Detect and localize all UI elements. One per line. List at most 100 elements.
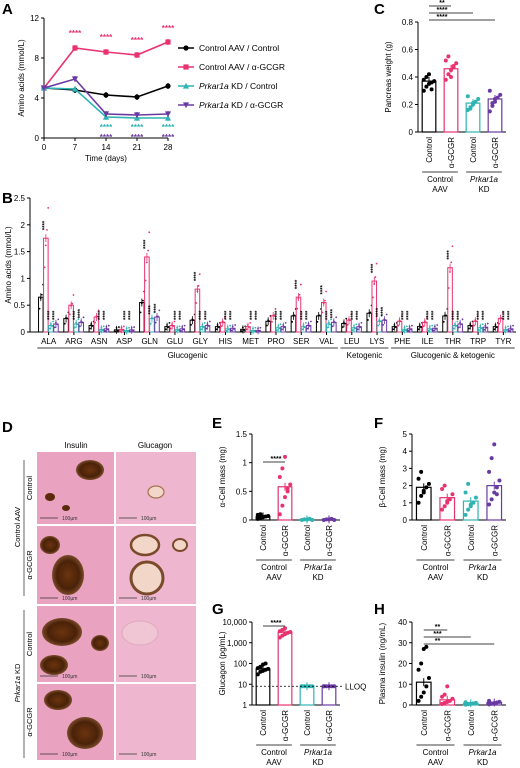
- significance-label: ****: [482, 310, 488, 320]
- data-point: [380, 315, 383, 317]
- group-label: KD: [477, 573, 488, 582]
- y-tick-label: 0.8: [402, 18, 414, 27]
- data-point: [454, 323, 456, 325]
- data-point: [494, 492, 499, 497]
- row-label-control-2: Control: [25, 632, 34, 657]
- y-tick-label: 40: [398, 618, 407, 627]
- data-point: [102, 111, 110, 118]
- y-tick-label: 2: [21, 221, 26, 230]
- data-point: [71, 85, 79, 92]
- data-point: [276, 329, 278, 331]
- data-point: [145, 261, 148, 264]
- data-point: [130, 327, 133, 329]
- data-point: [473, 700, 478, 705]
- data-point: [512, 324, 514, 327]
- data-point: [346, 323, 349, 326]
- data-point: [288, 482, 293, 487]
- panel-f-bar-chart: 0 1 2 3 4 5 β-Cell mass (mg) Control α-GCGR Contr…: [378, 430, 506, 582]
- data-point: [489, 497, 494, 502]
- legend-label-italic: Prkar1a: [199, 100, 229, 110]
- data-point: [454, 61, 459, 66]
- group-label: Control: [423, 563, 449, 572]
- data-point: [500, 317, 503, 320]
- x-tick-label: α-GCGR: [491, 137, 500, 169]
- data-point: [39, 297, 42, 300]
- data-point: [192, 319, 195, 322]
- significance-label: ****: [53, 310, 59, 320]
- insulin-islet: [40, 655, 68, 675]
- data-point: [107, 324, 110, 327]
- x-tick-label: GLY: [192, 337, 208, 346]
- data-point: [298, 293, 301, 296]
- data-point: [416, 698, 421, 703]
- group-label: Prkar1a: [304, 563, 333, 572]
- panel-label-h: H: [374, 601, 385, 618]
- scale-label: 100µm: [62, 752, 77, 758]
- data-point: [266, 666, 271, 671]
- data-point: [424, 684, 429, 689]
- group-label: Prkar1a: [468, 563, 497, 572]
- x-tick-label: LYS: [370, 337, 385, 346]
- data-point: [418, 324, 421, 326]
- data-point: [476, 315, 479, 317]
- data-point: [341, 326, 344, 328]
- data-point: [416, 500, 421, 505]
- data-point: [473, 324, 475, 327]
- data-point: [489, 456, 494, 461]
- data-point: [97, 309, 100, 312]
- data-point: [241, 326, 244, 329]
- data-point: [451, 245, 454, 248]
- data-point: [502, 311, 504, 314]
- glucagon-islet: [129, 560, 165, 596]
- bar: [371, 280, 378, 333]
- data-point: [342, 321, 345, 324]
- data-point: [71, 76, 79, 83]
- data-point: [329, 323, 331, 326]
- data-point: [205, 327, 208, 330]
- data-point: [321, 311, 324, 314]
- data-point: [49, 323, 52, 325]
- data-point: [424, 644, 429, 649]
- data-point: [403, 326, 406, 329]
- significance-label: ****: [43, 220, 49, 230]
- y-axis-label: β-Cell mass (mg): [378, 446, 387, 507]
- row-label-agcgr-2: α-GCGR: [25, 707, 34, 737]
- y-tick-label: 1.5: [14, 248, 26, 257]
- y-tick-label: 12: [30, 14, 39, 23]
- data-point: [116, 329, 119, 332]
- legend-marker: [182, 82, 190, 89]
- data-point: [450, 492, 455, 497]
- data-point: [278, 327, 281, 330]
- histology-image-glucagon-kd-control: [116, 606, 196, 682]
- x-tick-label: Control: [467, 710, 476, 736]
- data-point: [332, 684, 337, 689]
- panel-label-c: C: [374, 1, 385, 18]
- data-point: [416, 667, 421, 672]
- data-point: [426, 481, 431, 486]
- x-tick-label: Control: [469, 137, 478, 163]
- data-point: [164, 328, 167, 331]
- x-tick-label: 0: [42, 143, 47, 152]
- data-point: [226, 326, 229, 328]
- data-point: [404, 329, 407, 332]
- significance-label: ****: [477, 310, 483, 320]
- y-tick-label: 100: [234, 660, 248, 669]
- data-point: [273, 314, 276, 317]
- data-point: [164, 111, 172, 118]
- data-point: [419, 493, 424, 498]
- x-tick-label: GLU: [167, 337, 184, 346]
- data-point: [216, 324, 219, 326]
- data-point: [91, 325, 94, 327]
- data-point: [71, 302, 74, 305]
- y-tick-label: 2.5: [14, 194, 26, 203]
- data-point: [283, 326, 286, 329]
- glucagon-islet: [172, 538, 188, 552]
- data-point: [175, 330, 177, 333]
- x-tick-label: VAL: [319, 337, 334, 346]
- group-label: AAV: [266, 758, 282, 767]
- legend-marker: [183, 64, 189, 70]
- data-point: [263, 661, 268, 666]
- data-point: [331, 325, 334, 328]
- data-point: [63, 322, 66, 325]
- y-axis-label: Plasma insulin (ng/mL): [378, 622, 387, 704]
